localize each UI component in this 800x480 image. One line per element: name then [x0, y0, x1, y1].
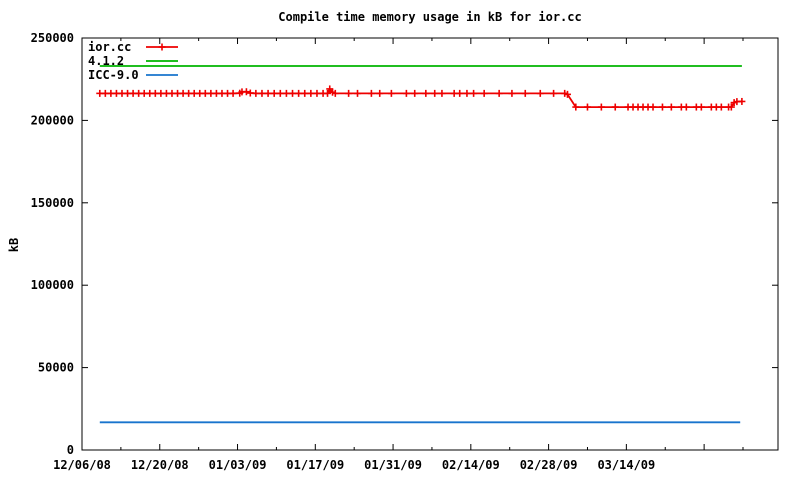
x-tick-label: 12/20/08 [131, 458, 189, 472]
series-markers-ior.cc [96, 85, 746, 111]
chart-title: Compile time memory usage in kB for ior.… [278, 10, 582, 24]
x-tick-label: 02/14/09 [442, 458, 500, 472]
y-tick-label: 250000 [31, 31, 74, 45]
x-tick-label: 02/28/09 [520, 458, 578, 472]
y-tick-label: 200000 [31, 113, 74, 127]
x-tick-label: 01/03/09 [209, 458, 267, 472]
y-tick-label: 0 [67, 443, 74, 457]
legend-sample-marker-ior.cc [158, 43, 166, 51]
plot-border [81, 37, 779, 451]
x-tick-label: 03/14/09 [597, 458, 655, 472]
x-tick-label: 12/06/08 [53, 458, 111, 472]
y-tick-label: 100000 [31, 278, 74, 292]
axes [81, 37, 778, 451]
legend-label-ior.cc: ior.cc [88, 40, 131, 54]
x-tick-label: 01/31/09 [364, 458, 422, 472]
series-line-ior.cc [99, 87, 742, 108]
x-tick-label: 01/17/09 [286, 458, 344, 472]
legend-label-ICC-9.0: ICC-9.0 [88, 68, 139, 82]
y-tick-label: 150000 [31, 196, 74, 210]
y-tick-label: 50000 [38, 361, 74, 375]
legend-label-4.1.2: 4.1.2 [88, 54, 124, 68]
